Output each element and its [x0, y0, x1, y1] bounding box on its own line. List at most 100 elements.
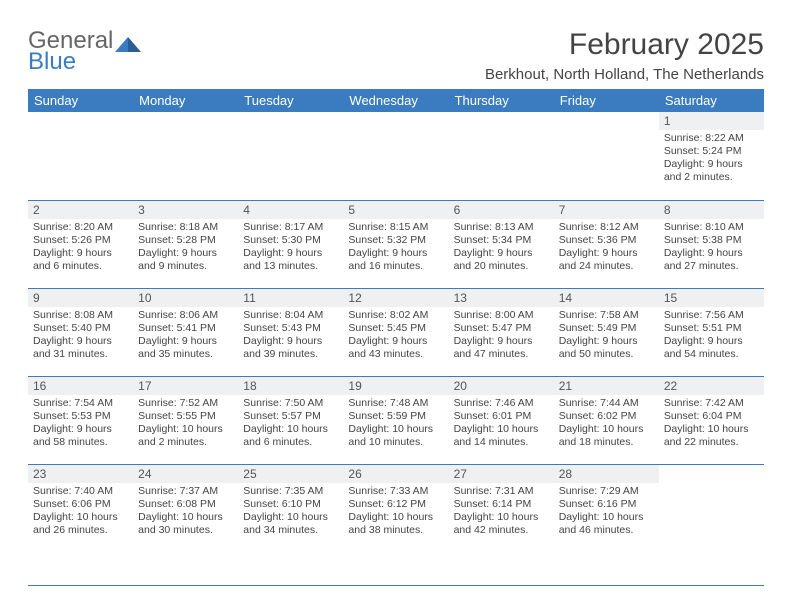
day-line: Sunrise: 8:22 AM	[664, 132, 759, 145]
day-number: 1	[659, 112, 764, 130]
day-line: Sunrise: 7:29 AM	[559, 485, 654, 498]
day-content: Sunrise: 7:46 AMSunset: 6:01 PMDaylight:…	[449, 395, 554, 454]
day-line: Daylight: 9 hours	[664, 158, 759, 171]
day-line: Sunrise: 7:52 AM	[138, 397, 233, 410]
day-line: and 30 minutes.	[138, 524, 233, 537]
day-content: Sunrise: 7:40 AMSunset: 6:06 PMDaylight:…	[28, 483, 133, 542]
day-line: Sunset: 5:38 PM	[664, 234, 759, 247]
calendar-cell: 24Sunrise: 7:37 AMSunset: 6:08 PMDayligh…	[133, 464, 238, 552]
calendar-cell: 10Sunrise: 8:06 AMSunset: 5:41 PMDayligh…	[133, 288, 238, 376]
day-line: and 14 minutes.	[454, 436, 549, 449]
day-number: 22	[659, 377, 764, 395]
day-content: Sunrise: 7:31 AMSunset: 6:14 PMDaylight:…	[449, 483, 554, 542]
brand-logo: General Blue	[28, 28, 141, 74]
day-line: Sunrise: 8:18 AM	[138, 221, 233, 234]
day-line: and 13 minutes.	[243, 260, 338, 273]
day-content: Sunrise: 7:58 AMSunset: 5:49 PMDaylight:…	[554, 307, 659, 366]
day-line: Sunset: 6:04 PM	[664, 410, 759, 423]
day-line: and 46 minutes.	[559, 524, 654, 537]
calendar-cell	[343, 112, 448, 200]
day-line: Sunrise: 8:00 AM	[454, 309, 549, 322]
day-line: Sunset: 6:10 PM	[243, 498, 338, 511]
day-line: and 18 minutes.	[559, 436, 654, 449]
day-number: 4	[238, 201, 343, 219]
day-line: Daylight: 9 hours	[454, 247, 549, 260]
day-line: Sunrise: 8:13 AM	[454, 221, 549, 234]
calendar-cell: 1Sunrise: 8:22 AMSunset: 5:24 PMDaylight…	[659, 112, 764, 200]
day-line: Sunrise: 7:58 AM	[559, 309, 654, 322]
col-sunday: Sunday	[28, 89, 133, 112]
calendar-cell: 28Sunrise: 7:29 AMSunset: 6:16 PMDayligh…	[554, 464, 659, 552]
day-line: Daylight: 9 hours	[664, 335, 759, 348]
day-line: Sunrise: 7:44 AM	[559, 397, 654, 410]
calendar-week: 1Sunrise: 8:22 AMSunset: 5:24 PMDaylight…	[28, 112, 764, 200]
calendar-cell: 3Sunrise: 8:18 AMSunset: 5:28 PMDaylight…	[133, 200, 238, 288]
day-content: Sunrise: 8:00 AMSunset: 5:47 PMDaylight:…	[449, 307, 554, 366]
day-content: Sunrise: 8:22 AMSunset: 5:24 PMDaylight:…	[659, 130, 764, 189]
calendar-cell: 16Sunrise: 7:54 AMSunset: 5:53 PMDayligh…	[28, 376, 133, 464]
day-line: Daylight: 10 hours	[348, 423, 443, 436]
day-line: Daylight: 9 hours	[138, 247, 233, 260]
calendar-cell: 7Sunrise: 8:12 AMSunset: 5:36 PMDaylight…	[554, 200, 659, 288]
day-line: Sunset: 5:53 PM	[33, 410, 128, 423]
calendar-cell: 9Sunrise: 8:08 AMSunset: 5:40 PMDaylight…	[28, 288, 133, 376]
day-line: Sunset: 5:26 PM	[33, 234, 128, 247]
day-line: Sunrise: 8:02 AM	[348, 309, 443, 322]
day-content: Sunrise: 8:08 AMSunset: 5:40 PMDaylight:…	[28, 307, 133, 366]
day-line: Daylight: 9 hours	[243, 335, 338, 348]
calendar-week: 2Sunrise: 8:20 AMSunset: 5:26 PMDaylight…	[28, 200, 764, 288]
day-line: Sunrise: 7:35 AM	[243, 485, 338, 498]
day-line: Sunrise: 7:48 AM	[348, 397, 443, 410]
day-number: 17	[133, 377, 238, 395]
day-number: 6	[449, 201, 554, 219]
day-line: and 50 minutes.	[559, 348, 654, 361]
day-line: Sunset: 5:30 PM	[243, 234, 338, 247]
day-line: Sunset: 5:51 PM	[664, 322, 759, 335]
day-line: and 27 minutes.	[664, 260, 759, 273]
day-line: Daylight: 10 hours	[559, 423, 654, 436]
day-line: Sunrise: 8:15 AM	[348, 221, 443, 234]
day-number: 2	[28, 201, 133, 219]
day-line: Sunset: 5:41 PM	[138, 322, 233, 335]
day-line: Sunrise: 7:54 AM	[33, 397, 128, 410]
calendar-cell: 6Sunrise: 8:13 AMSunset: 5:34 PMDaylight…	[449, 200, 554, 288]
day-line: Sunset: 5:40 PM	[33, 322, 128, 335]
day-line: Sunset: 5:57 PM	[243, 410, 338, 423]
calendar-cell: 23Sunrise: 7:40 AMSunset: 6:06 PMDayligh…	[28, 464, 133, 552]
title-block: February 2025 Berkhout, North Holland, T…	[485, 28, 764, 83]
day-number: 13	[449, 289, 554, 307]
day-number: 21	[554, 377, 659, 395]
day-line: Daylight: 10 hours	[454, 511, 549, 524]
col-friday: Friday	[554, 89, 659, 112]
day-line: and 6 minutes.	[33, 260, 128, 273]
col-saturday: Saturday	[659, 89, 764, 112]
calendar-cell: 4Sunrise: 8:17 AMSunset: 5:30 PMDaylight…	[238, 200, 343, 288]
calendar-body: 1Sunrise: 8:22 AMSunset: 5:24 PMDaylight…	[28, 112, 764, 552]
calendar-cell: 8Sunrise: 8:10 AMSunset: 5:38 PMDaylight…	[659, 200, 764, 288]
day-number: 12	[343, 289, 448, 307]
day-line: and 10 minutes.	[348, 436, 443, 449]
calendar-cell: 15Sunrise: 7:56 AMSunset: 5:51 PMDayligh…	[659, 288, 764, 376]
day-line: and 22 minutes.	[664, 436, 759, 449]
brand-text: General Blue	[28, 28, 113, 74]
day-line: Sunrise: 8:17 AM	[243, 221, 338, 234]
calendar-cell	[238, 112, 343, 200]
day-content: Sunrise: 8:12 AMSunset: 5:36 PMDaylight:…	[554, 219, 659, 278]
calendar-cell	[133, 112, 238, 200]
day-line: Daylight: 9 hours	[664, 247, 759, 260]
day-line: Sunset: 6:01 PM	[454, 410, 549, 423]
day-line: Daylight: 9 hours	[33, 247, 128, 260]
day-content: Sunrise: 7:35 AMSunset: 6:10 PMDaylight:…	[238, 483, 343, 542]
day-line: Sunset: 6:08 PM	[138, 498, 233, 511]
day-number: 16	[28, 377, 133, 395]
day-number: 25	[238, 465, 343, 483]
day-line: Sunset: 5:49 PM	[559, 322, 654, 335]
day-content: Sunrise: 8:06 AMSunset: 5:41 PMDaylight:…	[133, 307, 238, 366]
day-line: Daylight: 9 hours	[33, 335, 128, 348]
bottom-rule	[28, 585, 764, 586]
calendar-week: 9Sunrise: 8:08 AMSunset: 5:40 PMDaylight…	[28, 288, 764, 376]
day-line: Sunrise: 8:08 AM	[33, 309, 128, 322]
calendar-cell: 26Sunrise: 7:33 AMSunset: 6:12 PMDayligh…	[343, 464, 448, 552]
col-wednesday: Wednesday	[343, 89, 448, 112]
day-content: Sunrise: 7:54 AMSunset: 5:53 PMDaylight:…	[28, 395, 133, 454]
